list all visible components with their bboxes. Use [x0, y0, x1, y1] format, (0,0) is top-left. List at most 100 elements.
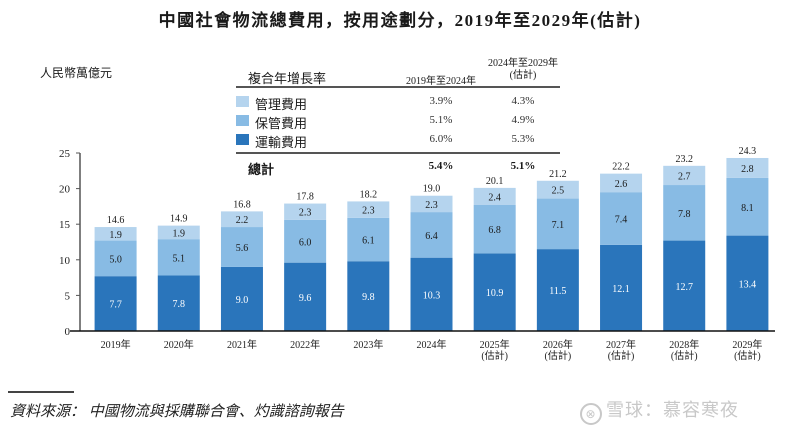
- cagr-table-header: 複合年增長率 2019年至2024年 2024年至2029年 (估計): [236, 56, 560, 88]
- cagr-col2-header: 2024年至2029年 (估計): [478, 58, 568, 82]
- bar-total-label: 22.2: [612, 162, 630, 173]
- bar-value-label: 6.4: [425, 231, 438, 242]
- cagr-value: 6.0%: [429, 133, 453, 145]
- watermark-text: 雪球：慕容寒夜: [606, 400, 739, 421]
- bar-total-label: 21.2: [549, 169, 567, 180]
- x-tick-label: (估計): [481, 349, 508, 362]
- bar-segment: [663, 185, 706, 241]
- x-tick-label: 2020年: [164, 338, 194, 351]
- cagr-total-value: 5.4%: [428, 160, 454, 172]
- bar-segment: [726, 177, 769, 236]
- bar-segment: [94, 227, 137, 241]
- cagr-col2-header-line1: 2024年至2029年: [488, 58, 558, 69]
- bar-value-label: 7.8: [678, 209, 691, 220]
- bar-segment: [410, 257, 453, 331]
- bar-value-label: 7.7: [109, 300, 122, 311]
- cagr-row-management: 管理費用 3.9% 4.3%: [236, 92, 560, 112]
- x-tick-label: (估計): [734, 349, 761, 362]
- bar-total-label: 14.9: [170, 214, 188, 225]
- bar-value-label: 2.3: [299, 208, 312, 219]
- legend-label-transport: 運輸費用: [255, 135, 308, 150]
- bar-value-label: 5.1: [173, 253, 186, 264]
- y-tick-label: 0: [65, 326, 71, 338]
- legend-swatch-management: [236, 96, 249, 107]
- bar-value-label: 5.6: [236, 243, 249, 254]
- bar-value-label: 2.2: [236, 215, 249, 226]
- bar-total-label: 17.8: [296, 192, 314, 203]
- bar-value-label: 2.3: [362, 206, 375, 217]
- source-note: 資料來源： 中國物流與採購聯合會、灼識諮詢報告: [10, 404, 344, 420]
- bar-segment: [600, 173, 643, 193]
- bar-segment: [94, 240, 137, 277]
- legend-label-storage: 保管費用: [255, 116, 308, 131]
- bar-segment: [157, 239, 200, 276]
- bar-value-label: 2.7: [678, 171, 691, 182]
- chart-title: 中國社會物流總費用，按用途劃分，2019年至2029年(估計): [158, 11, 642, 30]
- x-tick-label: 2025年: [480, 338, 510, 351]
- bar-value-label: 2.8: [741, 164, 754, 175]
- y-tick-label: 25: [59, 148, 71, 160]
- x-tick-label: 2026年: [543, 338, 573, 351]
- bar-total-label: 20.1: [486, 176, 504, 187]
- bar-segment: [220, 227, 263, 267]
- x-tick-label: (估計): [545, 349, 572, 362]
- bar-segment: [536, 180, 579, 199]
- bar-value-label: 9.0: [236, 295, 249, 306]
- bar-value-label: 8.1: [741, 203, 754, 214]
- bar-value-label: 11.5: [549, 286, 566, 297]
- bar-segment: [410, 195, 453, 213]
- cagr-row-transport: 運輸費用 6.0% 5.3%: [236, 130, 560, 150]
- bar-value-label: 1.9: [109, 230, 122, 241]
- bar-value-label: 5.0: [109, 254, 122, 265]
- bar-total-label: 14.6: [107, 215, 125, 226]
- x-tick-label: 2021年: [227, 338, 257, 351]
- cagr-value: 3.9%: [429, 95, 453, 107]
- bar-segment: [220, 266, 263, 331]
- bar-segment: [284, 219, 327, 263]
- source-divider: [8, 391, 74, 393]
- bar-segment: [347, 261, 390, 331]
- bar-segment: [410, 212, 453, 258]
- bar-value-label: 13.4: [739, 279, 757, 290]
- x-tick-label: 2019年: [101, 338, 131, 351]
- bar-total-label: 24.3: [739, 146, 757, 157]
- bar-segment: [663, 165, 706, 186]
- cagr-row-storage: 保管費用 5.1% 4.9%: [236, 111, 560, 131]
- bar-value-label: 12.1: [612, 284, 630, 295]
- bar-total-label: 19.0: [423, 184, 441, 195]
- bar-segment: [473, 187, 516, 205]
- bar-segment: [726, 157, 769, 178]
- bar-segment: [663, 240, 706, 331]
- y-tick-label: 20: [59, 184, 71, 196]
- cagr-total-value: 5.1%: [510, 160, 536, 172]
- x-tick-label: (估計): [608, 349, 635, 362]
- bar-segment: [157, 225, 200, 240]
- bar-value-label: 2.4: [488, 192, 501, 203]
- bar-value-label: 6.8: [488, 225, 501, 236]
- bar-value-label: 9.6: [299, 293, 312, 304]
- y-tick-label: 15: [59, 219, 71, 231]
- bar-segment: [536, 249, 579, 331]
- cagr-value: 4.3%: [511, 95, 535, 107]
- stacked-bar-chart: 0 5 10 15 20 25 7.7 5.0 1.9 14.6 2019年 7.8 5.1 1.9 14.…: [59, 146, 775, 362]
- bar-segment: [473, 253, 516, 331]
- y-tick-label: 10: [59, 255, 71, 267]
- bar-segment: [157, 275, 200, 331]
- cagr-col1-header: 2019年至2024年: [406, 76, 476, 87]
- bar-total-label: 23.2: [675, 154, 693, 165]
- bar-segment: [284, 262, 327, 331]
- bar-segment: [94, 276, 137, 331]
- bar-segment: [284, 203, 327, 220]
- x-tick-label: 2022年: [290, 338, 320, 351]
- bar-segment: [600, 244, 643, 331]
- cagr-value: 4.9%: [511, 114, 535, 126]
- bar-segment: [347, 217, 390, 262]
- x-tick-label: 2027年: [606, 338, 636, 351]
- bar-segment: [473, 204, 516, 254]
- y-tick-label: 5: [65, 290, 71, 302]
- bar-segment: [600, 192, 643, 245]
- snowball-logo-icon: ⊗: [580, 403, 602, 425]
- bar-value-label: 7.8: [173, 299, 186, 310]
- bar-total-label: 18.2: [360, 189, 378, 200]
- bar-total-label: 16.8: [233, 199, 251, 210]
